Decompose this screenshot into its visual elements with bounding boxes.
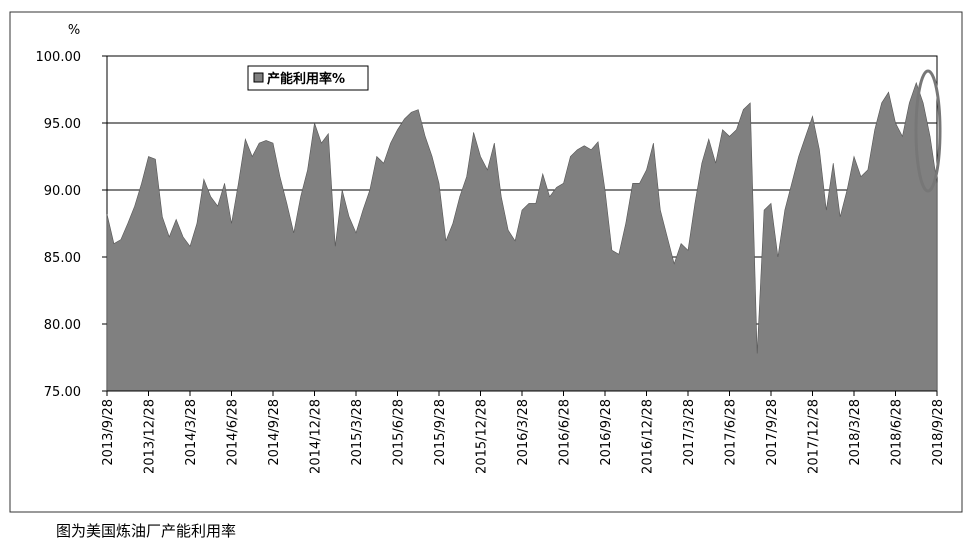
y-tick-label: 80.00 bbox=[44, 318, 81, 333]
area bbox=[106, 81, 938, 392]
caption: 图为美国炼油厂产能利用率 bbox=[56, 522, 236, 540]
x-tick-label: 2016/6/28 bbox=[558, 399, 573, 466]
x-tick-label: 2018/6/28 bbox=[890, 399, 905, 466]
legend-swatch bbox=[253, 72, 264, 83]
x-tick-label: 2013/9/28 bbox=[101, 399, 116, 466]
x-tick-label: 2014/9/28 bbox=[267, 399, 282, 466]
x-tick-label: 2016/12/28 bbox=[641, 399, 656, 474]
x-tick-label: 2013/12/28 bbox=[143, 399, 158, 474]
y-tick-label: 75.00 bbox=[44, 385, 81, 400]
x-tick-label: 2017/9/28 bbox=[765, 399, 780, 466]
x-tick-label: 2016/9/28 bbox=[599, 399, 614, 466]
x-tick-label: 2017/3/28 bbox=[682, 399, 697, 466]
legend-label: 产能利用率% bbox=[267, 71, 345, 87]
x-tick-label: 2018/9/28 bbox=[931, 399, 946, 466]
x-tick-label: 2015/12/28 bbox=[475, 399, 490, 474]
x-tick-label: 2014/6/28 bbox=[226, 399, 241, 466]
y-tick-label: 85.00 bbox=[44, 251, 81, 266]
x-tick-label: 2014/12/28 bbox=[309, 399, 324, 474]
chart-frame bbox=[9, 11, 963, 513]
x-tick-label: 2014/3/28 bbox=[184, 399, 199, 466]
x-tick-label: 2015/3/28 bbox=[350, 399, 365, 466]
y-tick-label: 95.00 bbox=[44, 117, 81, 132]
x-tick-label: 2015/6/28 bbox=[392, 399, 407, 466]
highlight-ellipse bbox=[914, 69, 942, 193]
x-tick-label: 2017/12/28 bbox=[807, 399, 822, 474]
y-tick-label: 90.00 bbox=[44, 184, 81, 199]
y-unit: % bbox=[68, 23, 80, 38]
x-tick-label: 2017/6/28 bbox=[724, 399, 739, 466]
y-tick-label: 100.00 bbox=[36, 50, 82, 65]
x-tick-label: 2015/9/28 bbox=[433, 399, 448, 466]
legend-box bbox=[247, 65, 369, 91]
x-tick-label: 2016/3/28 bbox=[516, 399, 531, 466]
x-tick-label: 2018/3/28 bbox=[848, 399, 863, 466]
